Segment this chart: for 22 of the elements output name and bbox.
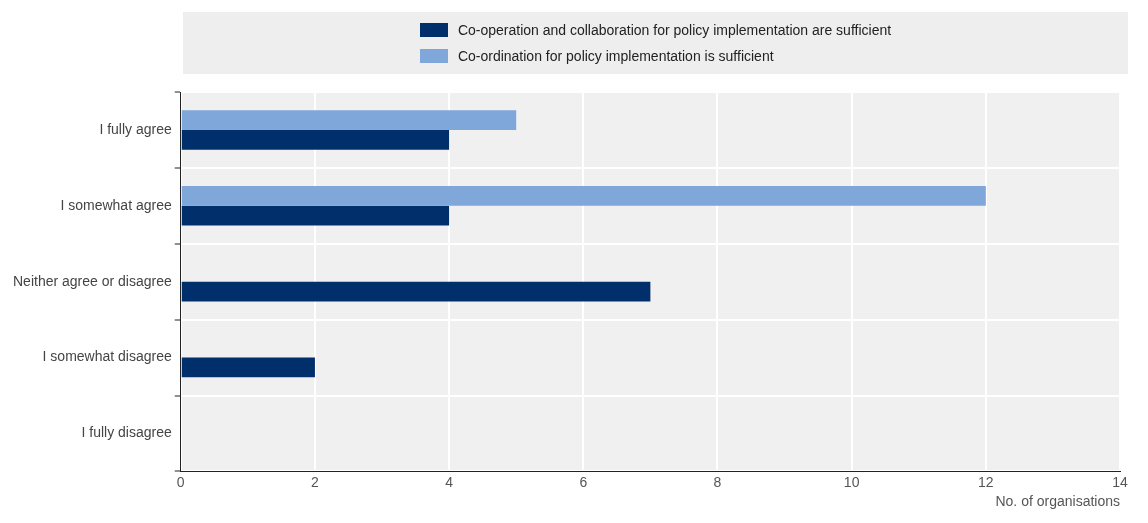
x-tick-label: 0: [176, 473, 185, 490]
y-tick-label: I somewhat agree: [60, 196, 172, 213]
bar: [181, 110, 517, 130]
x-tick-label: 8: [713, 473, 722, 490]
x-tick-label: 2: [311, 473, 320, 490]
legend-label: Co-operation and collaboration for policy implementation are sufficient: [457, 22, 892, 38]
x-tick-label: 6: [579, 473, 588, 490]
legend-label: Co-ordination for policy implementation is sufficient: [457, 48, 774, 64]
x-tick-label: 14: [1112, 473, 1128, 490]
y-tick-label: I fully disagree: [81, 424, 172, 441]
x-tick-label: 10: [843, 473, 860, 490]
x-axis-title: No. of organisations: [995, 493, 1120, 510]
bar: [181, 281, 651, 302]
x-tick-label: 4: [445, 473, 454, 490]
bar: [181, 186, 986, 206]
y-tick-label: I fully agree: [99, 120, 172, 137]
bar: [181, 205, 450, 226]
x-tick-label: 12: [978, 473, 994, 490]
y-tick-label: I somewhat disagree: [42, 348, 172, 365]
bar: [181, 129, 450, 150]
bar: [181, 357, 315, 378]
y-tick-label: Neither agree or disagree: [12, 272, 172, 289]
